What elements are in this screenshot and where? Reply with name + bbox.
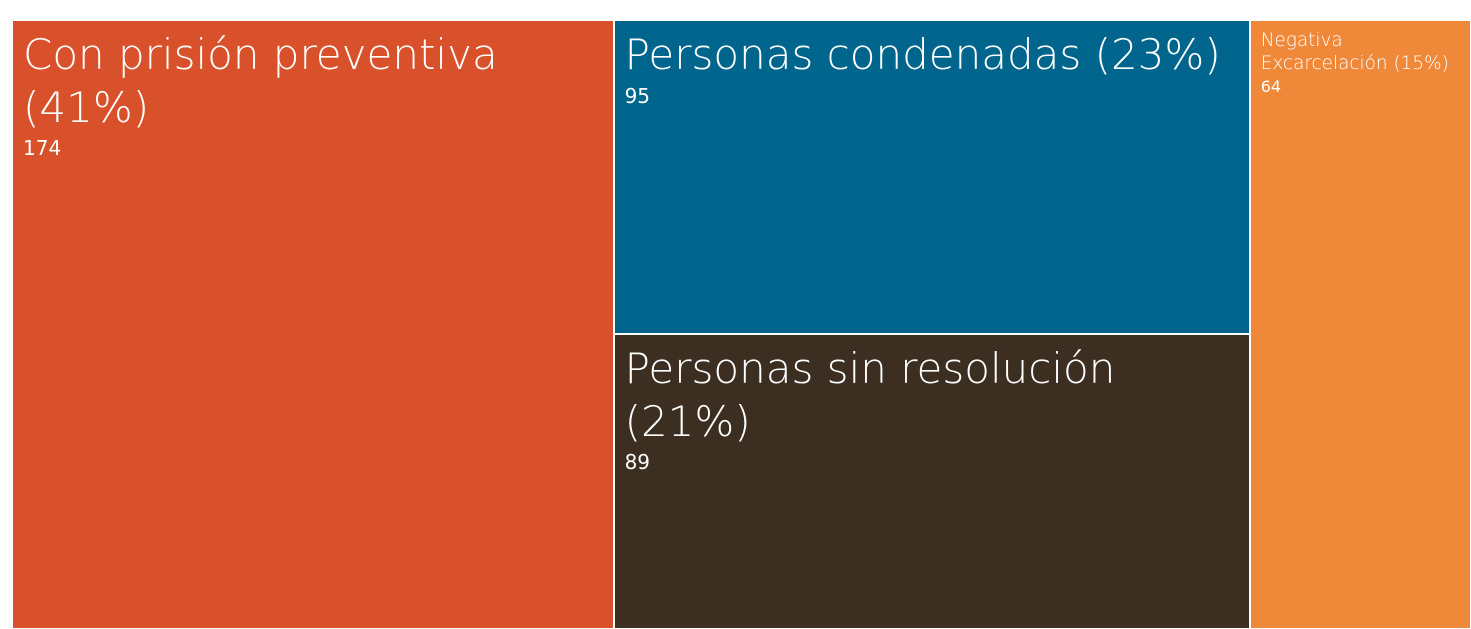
cell-label: Personas condenadas (23%) — [624, 30, 1221, 79]
cell-value: 174 — [23, 136, 62, 160]
cell-label: Negativa Excarcelación (15%) — [1260, 30, 1449, 75]
cell-value: 89 — [624, 450, 651, 475]
cell-label: Personas sin resolución (21%) — [624, 344, 1116, 446]
treemap-cell: Negativa Excarcelación (15%) 64 — [1249, 20, 1471, 629]
treemap-cell: Personas sin resolución (21%) 89 — [613, 334, 1250, 629]
treemap: Con prisión preventiva (41%) 174 Personas … — [12, 20, 1471, 629]
treemap-cell: Con prisión preventiva (41%) 174 — [12, 20, 614, 629]
cell-label: Con prisión preventiva (41%) — [23, 30, 498, 132]
cell-value: 64 — [1260, 77, 1282, 97]
treemap-cell: Personas condenadas (23%) 95 — [613, 20, 1250, 335]
cell-value: 95 — [624, 83, 651, 108]
